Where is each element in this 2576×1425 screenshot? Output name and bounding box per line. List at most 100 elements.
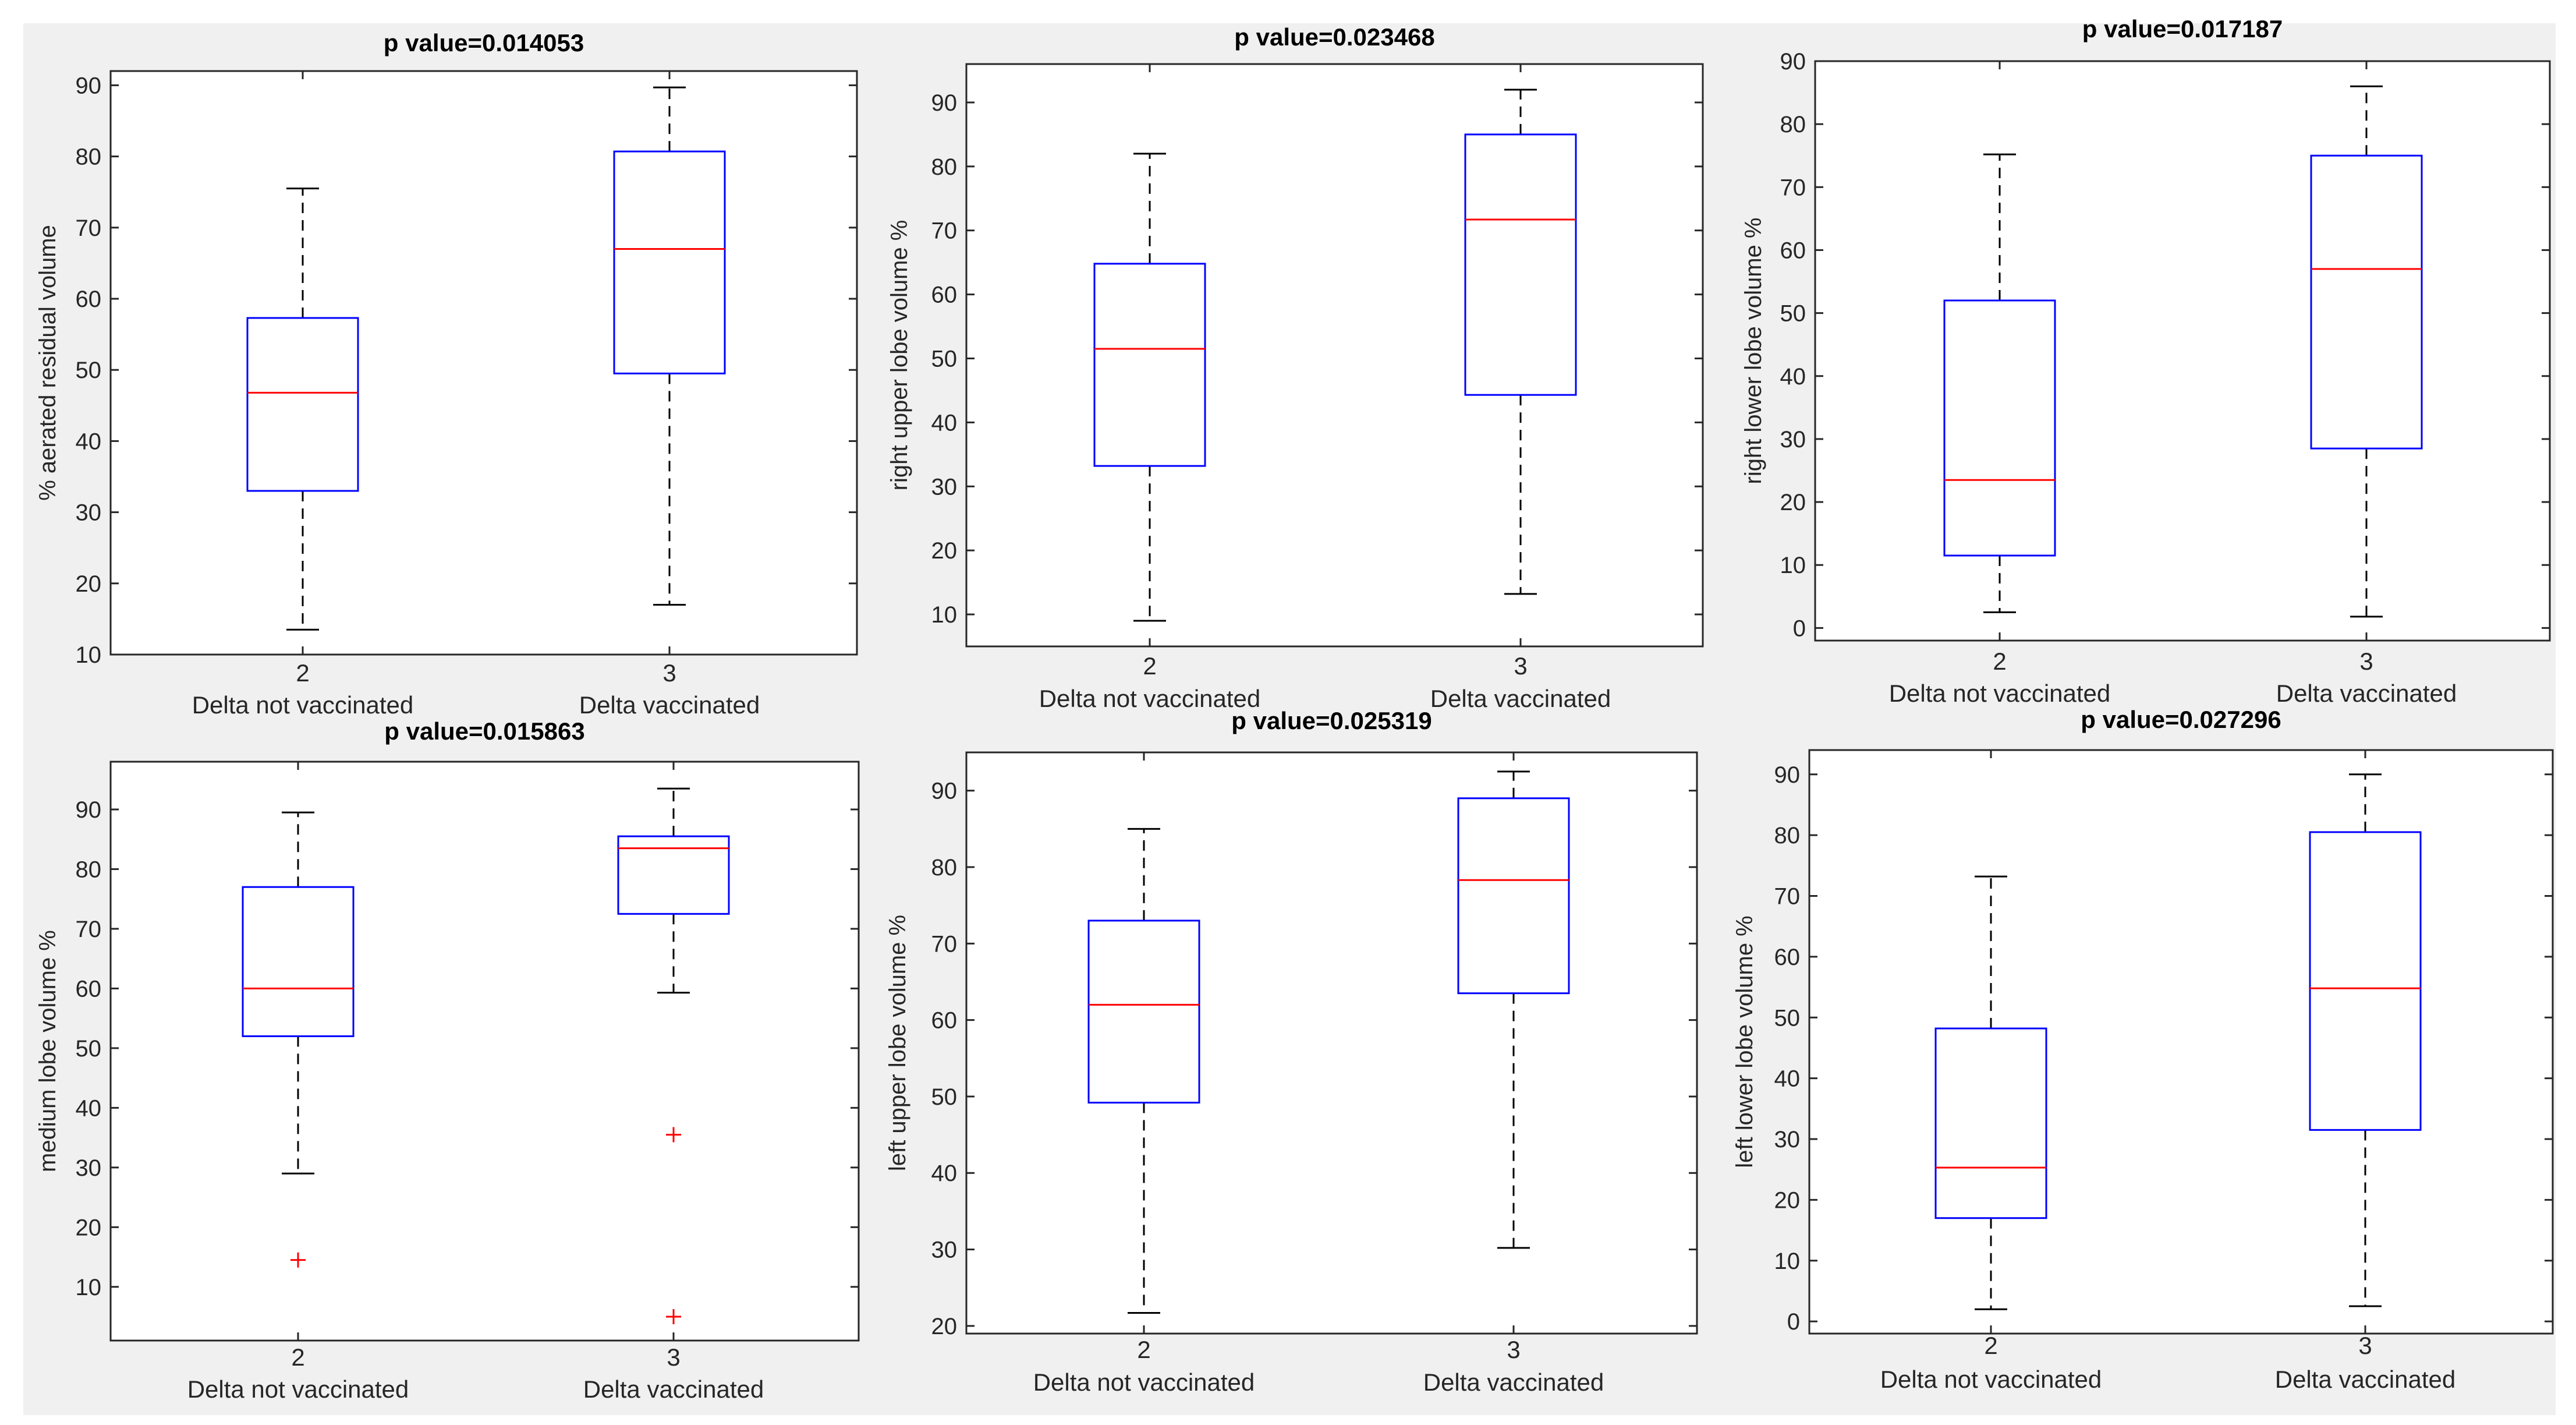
y-axis-label: left upper lobe volume % — [885, 915, 910, 1171]
y-tick-label: 90 — [931, 90, 958, 116]
y-tick-label: 70 — [1780, 175, 1806, 200]
chart-title: p value=0.025319 — [1231, 707, 1431, 734]
y-tick-label: 20 — [1780, 490, 1806, 515]
y-tick-label: 70 — [931, 218, 958, 244]
y-tick-label: 20 — [931, 538, 958, 564]
y-tick-label: 60 — [931, 1008, 958, 1034]
y-tick-label: 10 — [76, 642, 102, 668]
y-tick-label: 30 — [1774, 1127, 1801, 1152]
y-tick-label: 50 — [1780, 301, 1806, 327]
x-category-label: Delta not vaccinated — [1880, 1366, 2102, 1393]
iqr-box — [1934, 1027, 2047, 1219]
x-tick-label: 3 — [2358, 1332, 2372, 1359]
outlier-marker — [666, 1127, 681, 1143]
y-tick-label: 40 — [76, 1095, 102, 1121]
x-category-label: Delta not vaccinated — [1889, 680, 2111, 707]
x-tick-label: 3 — [667, 1343, 680, 1371]
y-tick-label: 60 — [76, 976, 102, 1002]
iqr-box — [2310, 154, 2423, 450]
x-tick-label: 2 — [1137, 1336, 1150, 1363]
box-plot-panel-5: 20 30 40 50 60 70 80 90 p value=0.025319 left upp… — [885, 707, 1698, 1396]
x-tick-label: 2 — [291, 1343, 304, 1371]
y-tick-label: 20 — [76, 1215, 102, 1240]
box-plot-panel-1: 10 20 30 40 50 60 70 80 90 p value=0.014053 % aera… — [35, 29, 858, 719]
x-category-label: Delta not vaccinated — [192, 691, 414, 719]
axes-frame — [1808, 749, 2554, 1335]
iqr-box — [1457, 797, 1570, 995]
y-tick-label: 10 — [76, 1275, 102, 1300]
y-tick-label: 50 — [931, 346, 958, 372]
y-tick-label: 30 — [76, 1155, 102, 1181]
iqr-box — [246, 317, 359, 492]
x-tick-label: 2 — [1143, 652, 1156, 680]
y-tick-label: 30 — [76, 500, 102, 526]
y-tick-label: 30 — [1780, 427, 1806, 452]
y-tick-label: 80 — [76, 144, 102, 170]
y-tick-label: 70 — [76, 917, 102, 942]
x-category-label: Delta vaccinated — [2275, 1366, 2456, 1393]
axes-frame — [965, 751, 1698, 1335]
y-tick-label: 60 — [76, 287, 102, 312]
y-axis-label: right lower lobe volume % — [1741, 218, 1766, 485]
outlier-marker — [666, 1309, 681, 1325]
iqr-box — [1087, 920, 1200, 1104]
x-category-label: Delta vaccinated — [2276, 680, 2457, 707]
iqr-box — [1464, 133, 1577, 396]
x-category-label: Delta not vaccinated — [1039, 685, 1261, 712]
y-tick-label: 90 — [1774, 762, 1801, 788]
y-tick-label: 0 — [1787, 1309, 1800, 1335]
y-axis-label: left lower lobe volume % — [1732, 915, 1758, 1168]
y-tick-label: 20 — [76, 571, 102, 597]
y-tick-label: 30 — [931, 474, 958, 500]
x-tick-label: 3 — [662, 659, 676, 687]
x-tick-label: 2 — [1984, 1332, 1997, 1359]
x-category-label: Delta vaccinated — [1423, 1369, 1604, 1396]
chart-title: p value=0.027296 — [2081, 706, 2281, 733]
y-tick-label: 20 — [931, 1314, 958, 1339]
y-tick-label: 70 — [76, 215, 102, 241]
y-tick-label: 90 — [931, 779, 958, 804]
y-tick-label: 40 — [931, 1161, 958, 1186]
chart-title: p value=0.017187 — [2082, 15, 2283, 43]
y-axis-label: right upper lobe volume % — [887, 220, 912, 491]
iqr-box — [1093, 263, 1206, 467]
box-plot-panel-2: 10 20 30 40 50 60 70 80 90 p value=0.023468 right … — [887, 23, 1704, 712]
x-category-label: Delta vaccinated — [1430, 685, 1611, 712]
y-tick-label: 40 — [76, 429, 102, 454]
y-axis-label: medium lobe volume % — [35, 930, 61, 1172]
y-tick-label: 50 — [76, 358, 102, 383]
y-tick-label: 80 — [1774, 823, 1801, 848]
chart-title: p value=0.014053 — [384, 29, 584, 56]
iqr-box — [617, 835, 730, 915]
x-category-label: Delta not vaccinated — [187, 1376, 409, 1403]
y-tick-label: 40 — [1780, 364, 1806, 390]
x-tick-label: 2 — [1993, 648, 2006, 675]
y-tick-label: 50 — [1774, 1005, 1801, 1031]
iqr-box — [1943, 299, 2056, 557]
y-tick-label: 40 — [931, 410, 958, 436]
y-tick-label: 20 — [1774, 1187, 1801, 1213]
y-tick-label: 80 — [76, 857, 102, 882]
iqr-box — [242, 886, 355, 1037]
x-tick-label: 3 — [1514, 652, 1527, 680]
y-tick-label: 0 — [1793, 616, 1806, 641]
axes-frame — [1814, 60, 2551, 642]
y-tick-label: 60 — [1780, 238, 1806, 263]
box-plot-panel-4: 10 20 30 40 50 60 70 80 90 p value=0.015863 medium… — [35, 717, 860, 1403]
y-tick-label: 10 — [1774, 1249, 1801, 1274]
y-tick-label: 70 — [1774, 884, 1801, 910]
y-axis-label: % aerated residual volume — [35, 225, 61, 501]
y-tick-label: 60 — [1774, 945, 1801, 970]
y-tick-label: 80 — [931, 855, 958, 881]
y-tick-label: 30 — [931, 1237, 958, 1263]
x-tick-label: 2 — [296, 659, 309, 687]
outlier-marker — [290, 1252, 306, 1268]
y-tick-label: 60 — [931, 282, 958, 308]
iqr-box — [613, 150, 726, 374]
y-tick-label: 10 — [931, 602, 958, 628]
axes-frame — [965, 63, 1704, 648]
y-tick-label: 90 — [76, 797, 102, 823]
y-tick-label: 10 — [1780, 553, 1806, 578]
y-tick-label: 90 — [76, 73, 102, 98]
